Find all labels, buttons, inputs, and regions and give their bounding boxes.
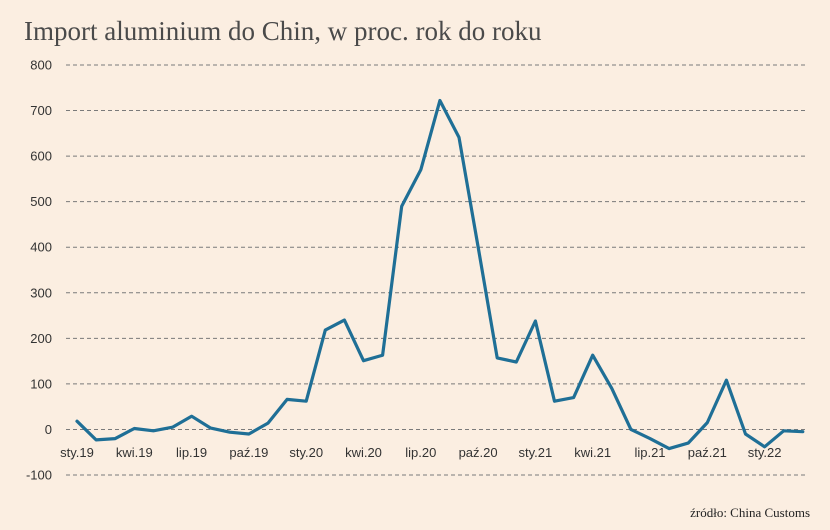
y-tick-label: 500 xyxy=(30,194,52,209)
y-tick-label: 0 xyxy=(45,422,52,437)
x-tick-label: sty.20 xyxy=(289,445,323,460)
y-tick-label: 300 xyxy=(30,285,52,300)
series-line xyxy=(75,98,805,451)
y-tick-label: 400 xyxy=(30,240,52,255)
x-axis-ticks: sty.19 kwi.19 lip.19 paź.19 sty.20 kwi.20 lip.… xyxy=(60,445,781,460)
x-tick-label: kwi.20 xyxy=(345,445,382,460)
gridlines xyxy=(66,64,808,476)
x-tick-label: lip.21 xyxy=(634,445,665,460)
y-axis-ticks: -100 0 100 200 300 400 500 600 700 800 xyxy=(26,58,52,483)
x-tick-label: paź.19 xyxy=(229,445,268,460)
x-tick-label: sty.22 xyxy=(748,445,782,460)
y-tick-label: 700 xyxy=(30,103,52,118)
x-tick-label: paź.21 xyxy=(688,445,727,460)
x-tick-label: kwi.21 xyxy=(574,445,611,460)
chart-title: Import aluminium do Chin, w proc. rok do… xyxy=(24,16,542,46)
x-tick-label: lip.20 xyxy=(405,445,436,460)
y-tick-label: 100 xyxy=(30,376,52,391)
y-tick-label: 800 xyxy=(30,58,52,73)
x-tick-label: lip.19 xyxy=(176,445,207,460)
series-layer xyxy=(75,98,805,451)
y-tick-label: -100 xyxy=(26,468,52,483)
x-tick-label: sty.19 xyxy=(60,445,94,460)
source-note: źródło: China Customs xyxy=(690,505,810,520)
x-tick-label: kwi.19 xyxy=(116,445,153,460)
x-tick-label: paź.20 xyxy=(459,445,498,460)
y-tick-label: 600 xyxy=(30,149,52,164)
x-tick-label: sty.21 xyxy=(519,445,553,460)
y-tick-label: 200 xyxy=(30,331,52,346)
line-chart: -100 0 100 200 300 400 500 600 700 800 sty.19 kwi.… xyxy=(26,58,808,483)
